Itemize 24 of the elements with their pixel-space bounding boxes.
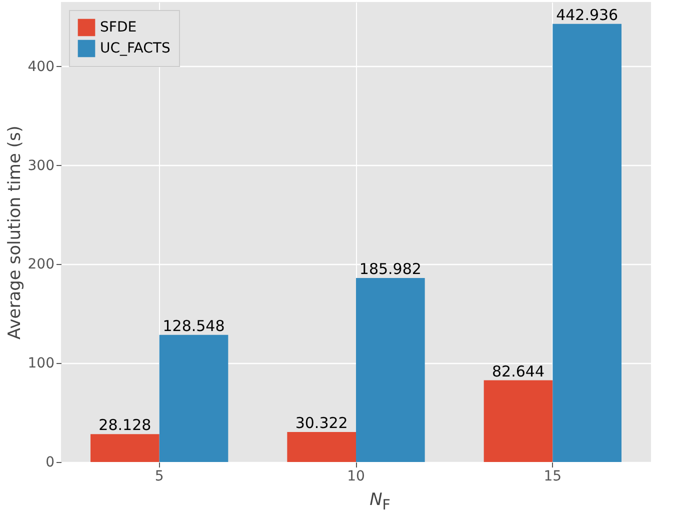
y-tick-label: 100: [28, 356, 54, 372]
y-tick-label: 0: [46, 454, 54, 470]
bar: [484, 380, 553, 462]
data-label: 30.322: [295, 414, 348, 432]
legend-label: UC_FACTS: [100, 40, 170, 56]
data-label: 28.128: [98, 416, 152, 434]
x-axis-title: N$_{F}$: [368, 490, 392, 514]
bar: [552, 24, 622, 462]
bar: [287, 432, 356, 462]
y-tick-label: 200: [28, 256, 54, 273]
data-label: 128.548: [162, 316, 225, 335]
bar: [90, 434, 160, 462]
y-tick-label: 300: [28, 158, 54, 174]
data-label: 82.644: [492, 362, 544, 380]
y-tick-label: 400: [28, 58, 54, 75]
data-label: 442.936: [556, 6, 618, 24]
x-tick-label: 10: [347, 468, 365, 484]
y-axis-title: Average solution time (s): [4, 126, 25, 340]
data-label: 185.982: [359, 260, 422, 278]
bar: [356, 278, 425, 462]
x-tick-label: 15: [544, 468, 562, 484]
bar: [159, 334, 228, 462]
legend-label: SFDE: [100, 20, 137, 36]
x-tick-label: 5: [154, 468, 164, 484]
